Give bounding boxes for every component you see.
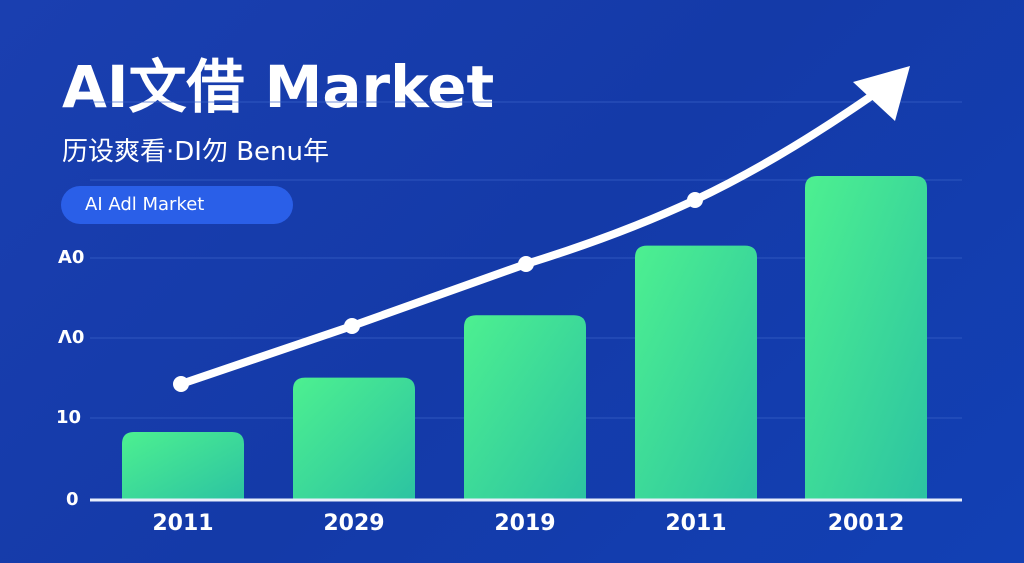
y-tick-label: 0 xyxy=(66,489,79,510)
bar xyxy=(635,245,757,500)
x-tick-label: 2011 xyxy=(152,511,214,536)
y-tick-label: A0 xyxy=(58,247,85,268)
chart-title: AI文借 Market xyxy=(62,53,495,121)
bars xyxy=(122,176,927,500)
bar xyxy=(805,176,927,500)
trend-point xyxy=(344,318,360,334)
x-tick-label: 20012 xyxy=(827,511,905,536)
trend-point xyxy=(173,376,189,392)
y-tick-label: 10 xyxy=(56,407,82,428)
x-tick-label: 2011 xyxy=(665,511,727,536)
trend-point xyxy=(518,256,534,272)
chart-subtitle: 历设爽看·DI勿 Benu年 xyxy=(62,137,330,167)
bar xyxy=(293,377,415,500)
bar xyxy=(464,315,586,500)
x-tick-label: 2029 xyxy=(323,511,385,536)
bar xyxy=(122,432,244,500)
y-tick-label: Ʌ0 xyxy=(58,327,85,348)
legend-pill: AI Adl Market xyxy=(61,186,293,224)
trend-point xyxy=(687,192,703,208)
arrow-head-icon xyxy=(853,66,910,121)
trend-line xyxy=(173,66,910,392)
x-tick-label: 2019 xyxy=(494,511,556,536)
